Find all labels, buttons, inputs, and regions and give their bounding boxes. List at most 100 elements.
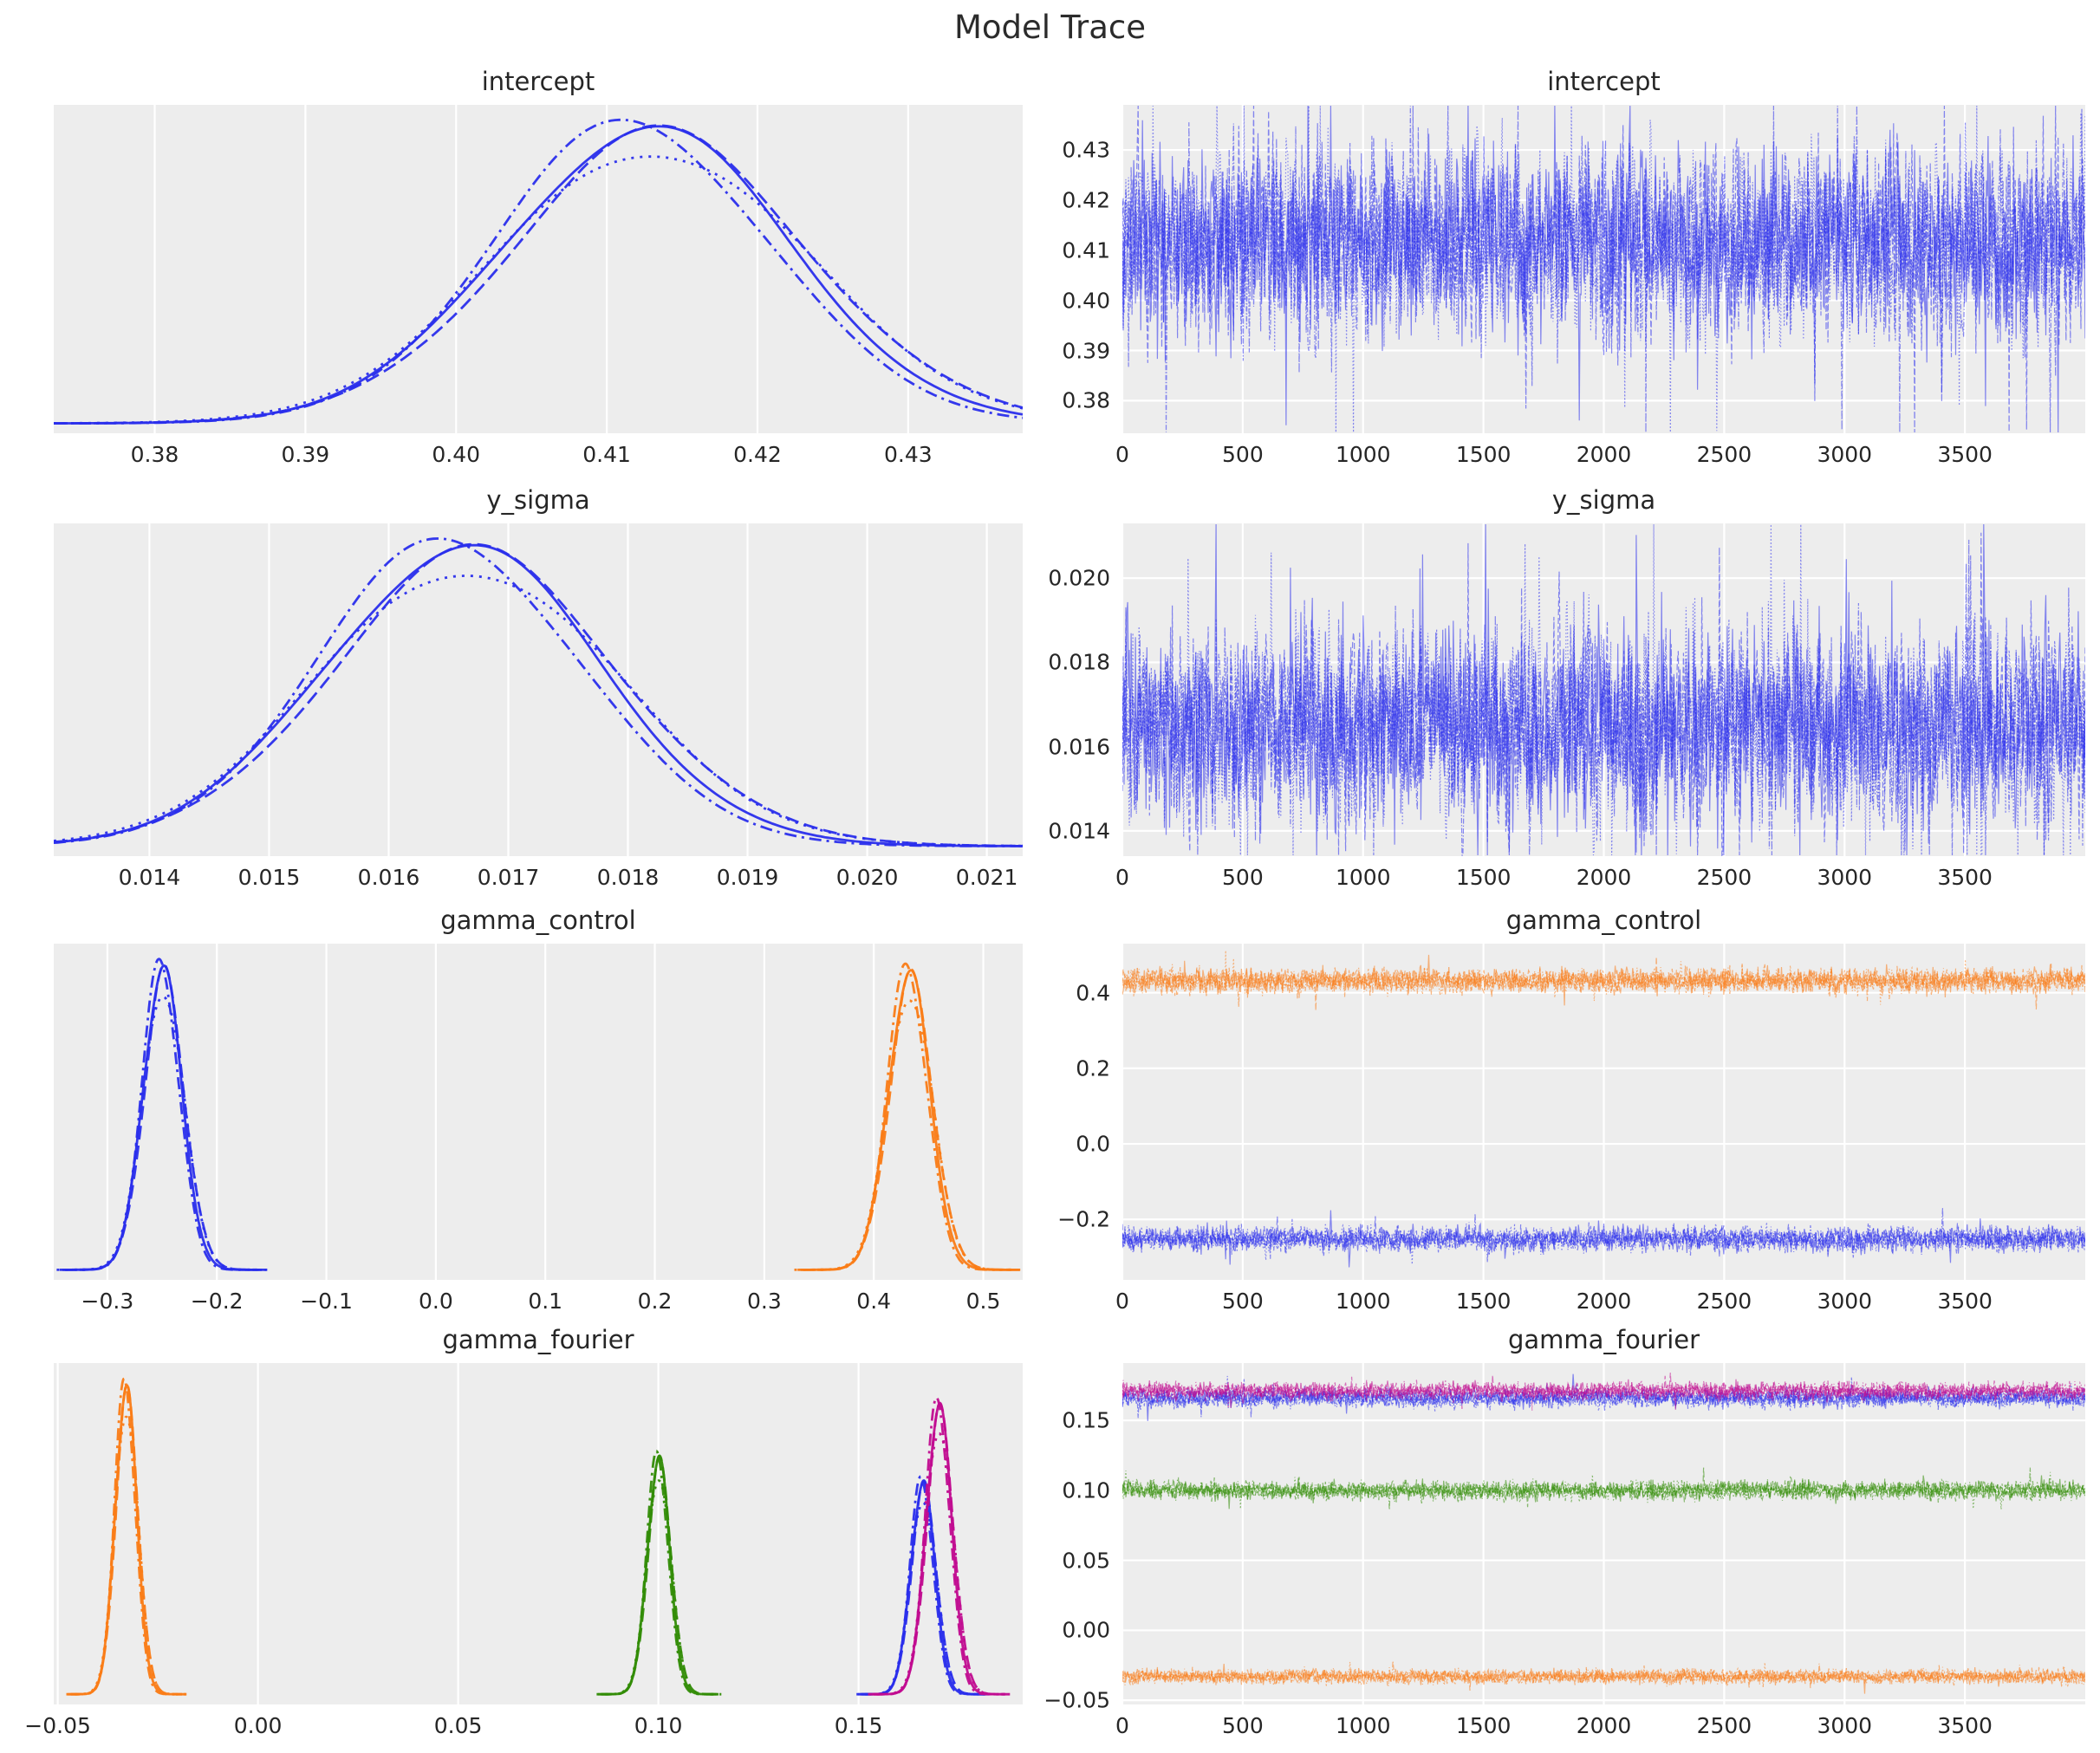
x-tick-label: 2000	[1576, 1713, 1632, 1738]
x-tick-label: 1500	[1455, 865, 1512, 890]
subplot-y-sigma-density: y_sigma 0.014 0.015 0.016 0.017 0.018 0.019 0.…	[54, 485, 1023, 890]
x-tick-label: 1000	[1335, 865, 1391, 890]
x-tick-label: −0.2	[190, 1289, 244, 1314]
y-tick-label: 0.00	[1062, 1617, 1110, 1643]
blue-trace-line	[1122, 1222, 2085, 1265]
y-tick-label: 0.014	[1048, 818, 1110, 844]
x-tick-label: 3500	[1937, 442, 1993, 467]
x-tick-label: 0.00	[233, 1713, 283, 1738]
x-tick-label: 500	[1222, 865, 1264, 890]
blue-kde-curve	[59, 963, 270, 1271]
x-tick-label: 1500	[1455, 1713, 1512, 1738]
orange-trace-line	[1122, 1665, 2085, 1691]
blue-kde-curve	[54, 155, 1023, 425]
x-tick-label: 0	[1115, 442, 1129, 467]
blue-trace-line	[1122, 1207, 2085, 1263]
subplot-gamma-fourier-trace: gamma_fourier 0 500 1000 1500 2000 2500 3000 35…	[1043, 1325, 2085, 1738]
plot-title-gamma-fourier-density: gamma_fourier	[442, 1325, 634, 1354]
blue-kde-curve	[54, 575, 1023, 847]
x-tick-label: 0.40	[432, 442, 481, 467]
x-tick-label: −0.1	[300, 1289, 353, 1314]
y-tick-label: −0.05	[1043, 1687, 1110, 1713]
x-tick-label: 3500	[1937, 865, 1993, 890]
x-tick-label: 500	[1222, 1713, 1264, 1738]
subplot-gamma-fourier-density: gamma_fourier −0.05 0.00 0.05 0.10 0.15	[24, 1325, 1023, 1738]
orange-kde-curve	[71, 1377, 179, 1696]
x-tick-label: 1500	[1455, 442, 1512, 467]
x-tick-label: 0	[1115, 865, 1129, 890]
x-tick-label: 3000	[1817, 865, 1873, 890]
x-tick-label: 0.5	[965, 1289, 1001, 1314]
x-tick-label: 0.42	[733, 442, 782, 467]
gamma-fourier-density-canvas	[54, 1363, 1023, 1704]
y-tick-label: 0.41	[1062, 237, 1110, 263]
y-tick-label: 0.40	[1062, 288, 1110, 314]
x-tick-label: 0.016	[357, 865, 420, 890]
y-tick-label: 0.39	[1062, 338, 1110, 364]
magenta-trace-line	[1122, 1373, 2085, 1410]
magenta-kde-curve	[874, 1396, 1002, 1696]
axes-background	[54, 1363, 1023, 1704]
gamma-fourier-trace-canvas	[1122, 1363, 2085, 1704]
x-tick-label: 500	[1222, 1289, 1264, 1314]
blue-kde-curve	[54, 543, 1023, 847]
plot-title-y-sigma-trace: y_sigma	[1551, 485, 1656, 515]
blue-kde-curve	[54, 118, 1023, 425]
y-sigma-trace-canvas	[1122, 523, 2085, 856]
blue-trace-line	[1122, 539, 2085, 856]
orange-kde-curve	[794, 999, 1023, 1271]
x-tick-label: 500	[1222, 442, 1264, 467]
x-tick-label: 0.2	[637, 1289, 673, 1314]
blue-trace-line	[1122, 1384, 2085, 1418]
magenta-kde-curve	[868, 1432, 1011, 1696]
blue-kde-curve	[54, 542, 1023, 847]
x-tick-label: 2000	[1576, 865, 1632, 890]
y-tick-label: 0.0	[1076, 1131, 1110, 1157]
x-tick-label: 0.38	[130, 442, 179, 467]
x-tick-label: 0.020	[835, 865, 899, 890]
blue-trace-line	[1122, 105, 2085, 433]
subplot-gamma-control-trace: gamma_control 0 500 1000 1500 2000 2500 3000 35…	[1057, 906, 2085, 1314]
x-tick-label: 2000	[1576, 442, 1632, 467]
green-kde-curve	[596, 1479, 722, 1696]
orange-trace-line	[1122, 1660, 2085, 1687]
x-tick-label: 0.014	[118, 865, 181, 890]
subplot-y-sigma-trace: y_sigma 0 500 1000 1500 2000 2500 3000 3500 0.02…	[1048, 485, 2085, 890]
blue-trace-line	[1122, 105, 2085, 433]
orange-trace-line	[1122, 964, 2085, 1007]
y-tick-label: 0.016	[1048, 734, 1110, 760]
y-tick-label: 0.018	[1048, 649, 1110, 675]
x-tick-label: 3000	[1817, 442, 1873, 467]
y-tick-label: −0.2	[1057, 1206, 1110, 1232]
blue-trace-line	[1122, 1216, 2085, 1257]
x-tick-label: 1000	[1335, 1713, 1391, 1738]
blue-kde-curve	[856, 1501, 991, 1696]
green-trace-line	[1122, 1470, 2085, 1510]
blue-kde-curve	[65, 958, 257, 1271]
x-tick-label: 1500	[1455, 1289, 1512, 1314]
plot-title-gamma-control-trace: gamma_control	[1505, 906, 1702, 935]
x-tick-label: 3500	[1937, 1713, 1993, 1738]
x-tick-label: 2500	[1696, 1289, 1752, 1314]
intercept-trace-canvas	[1122, 105, 2085, 433]
x-tick-label: 0.017	[477, 865, 540, 890]
x-tick-label: 3000	[1817, 1289, 1873, 1314]
blue-kde-curve	[54, 537, 1023, 847]
green-trace-line	[1122, 1467, 2085, 1510]
x-tick-label: 2000	[1576, 1289, 1632, 1314]
x-tick-label: 0.021	[955, 865, 1018, 890]
blue-kde-curve	[56, 995, 270, 1271]
plot-title-gamma-fourier-trace: gamma_fourier	[1507, 1325, 1700, 1354]
magenta-trace-line	[1122, 1379, 2085, 1412]
x-tick-label: 1000	[1335, 1289, 1391, 1314]
x-tick-label: 0	[1115, 1713, 1129, 1738]
y-tick-label: 0.05	[1062, 1548, 1110, 1574]
blue-trace-line	[1122, 1375, 2085, 1412]
x-tick-label: 0.15	[834, 1713, 883, 1738]
axes-background	[54, 105, 1023, 433]
y-tick-label: 0.2	[1076, 1055, 1110, 1081]
x-tick-label: 0.015	[237, 865, 301, 890]
x-tick-label: 0.018	[596, 865, 660, 890]
x-tick-label: 3500	[1937, 1289, 1993, 1314]
figure-title: Model Trace	[953, 9, 1146, 46]
